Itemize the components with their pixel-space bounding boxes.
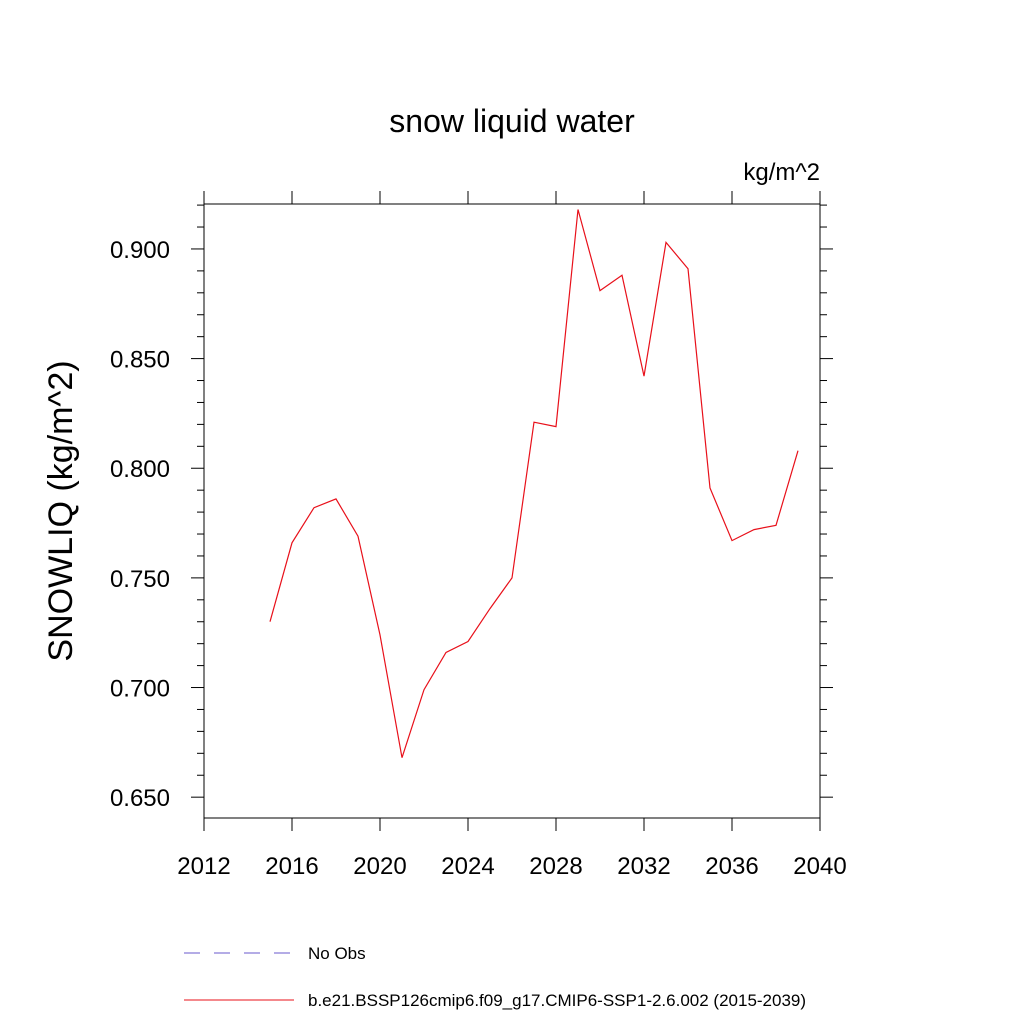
series-line <box>269 209 799 758</box>
axis-ticks: 2012 2016 2020 2024 2028 2032 2036 2040 0.650 0.7… <box>110 191 847 880</box>
y-tick-label: 0.650 <box>110 785 170 812</box>
legend: No Obs b.e21.BSSP126cmip6.f09_g17.CMIP6-S… <box>184 944 806 1010</box>
y-axis-label: SNOWLIQ (kg/m^2) <box>42 360 80 661</box>
x-tick-label: 2016 <box>265 853 318 880</box>
y-tick-label: 0.900 <box>110 237 170 264</box>
x-tick-label: 2032 <box>617 853 670 880</box>
units-label: kg/m^2 <box>743 159 820 186</box>
chart-title: snow liquid water <box>389 103 635 139</box>
y-tick-label: 0.850 <box>110 347 170 374</box>
legend-label: No Obs <box>308 944 366 963</box>
x-tick-label: 2020 <box>353 853 406 880</box>
legend-label: b.e21.BSSP126cmip6.f09_g17.CMIP6-SSP1-2.… <box>308 991 806 1010</box>
plot-frame <box>203 203 821 819</box>
x-tick-label: 2040 <box>793 853 846 880</box>
x-tick-label: 2028 <box>529 853 582 880</box>
x-tick-label: 2024 <box>441 853 494 880</box>
x-tick-label: 2036 <box>705 853 758 880</box>
data-series <box>269 209 799 758</box>
y-tick-label: 0.750 <box>110 566 170 593</box>
y-tick-label: 0.800 <box>110 456 170 483</box>
x-tick-label: 2012 <box>177 853 230 880</box>
y-tick-label: 0.700 <box>110 676 170 703</box>
